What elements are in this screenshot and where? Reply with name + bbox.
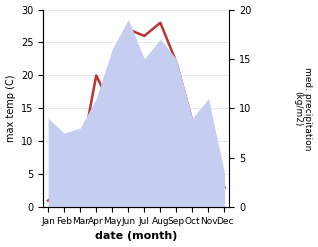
Y-axis label: max temp (C): max temp (C) xyxy=(5,75,16,142)
X-axis label: date (month): date (month) xyxy=(95,231,177,242)
Y-axis label: med. precipitation
(kg/m2): med. precipitation (kg/m2) xyxy=(293,67,313,150)
